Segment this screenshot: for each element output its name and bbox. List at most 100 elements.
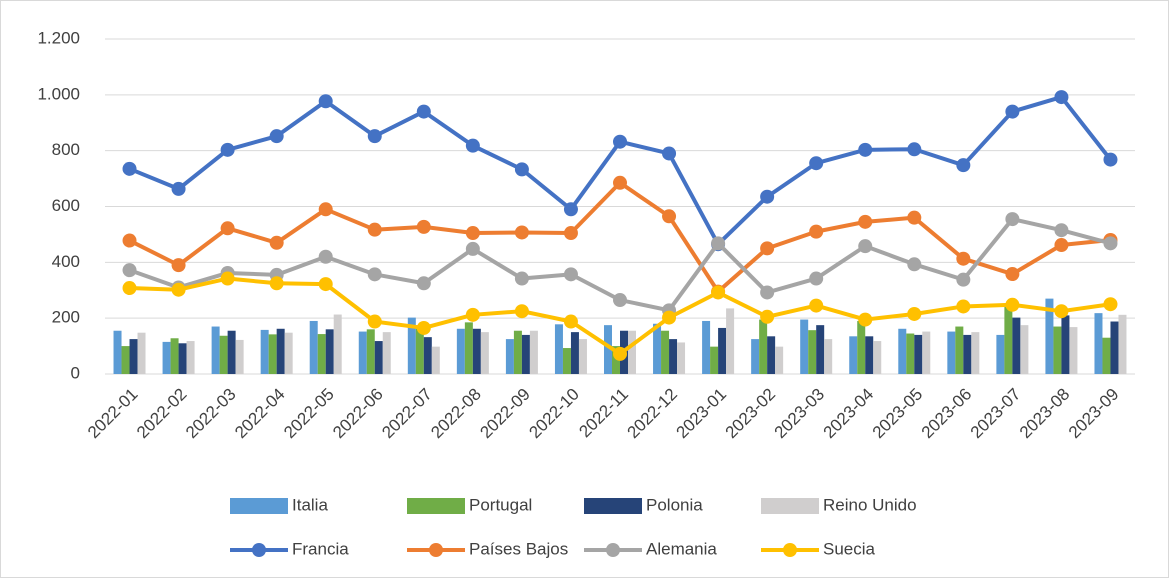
marker <box>318 202 333 217</box>
bar <box>1094 313 1103 374</box>
marker <box>122 263 137 278</box>
bar <box>472 328 481 374</box>
bar <box>513 330 522 374</box>
marker <box>613 134 627 149</box>
marker <box>858 214 873 229</box>
marker <box>318 94 333 109</box>
bar <box>284 332 293 374</box>
bar <box>898 328 907 374</box>
marker <box>122 281 137 296</box>
bar <box>963 334 972 374</box>
bar <box>309 320 318 374</box>
bar <box>702 320 711 374</box>
bar <box>415 326 424 374</box>
marker <box>171 181 186 196</box>
bar <box>1061 315 1070 374</box>
marker <box>613 293 627 308</box>
bar <box>1004 304 1013 374</box>
bar <box>1118 314 1127 374</box>
bar <box>235 339 244 374</box>
bar <box>317 334 326 374</box>
bar <box>604 325 612 374</box>
bar <box>653 323 662 374</box>
bar <box>480 332 489 374</box>
bar <box>137 332 146 374</box>
marker <box>514 271 529 286</box>
bar <box>431 346 440 374</box>
y-tick-label: 400 <box>52 252 80 271</box>
legend-label: Polonia <box>646 495 703 514</box>
marker <box>269 276 284 291</box>
marker <box>858 239 873 254</box>
marker <box>809 271 824 286</box>
marker <box>858 142 873 157</box>
bar <box>906 333 915 374</box>
marker <box>563 226 578 241</box>
marker <box>956 299 971 314</box>
bar <box>1012 317 1021 374</box>
bar <box>759 319 768 374</box>
legend-label: Suecia <box>823 539 876 558</box>
marker <box>269 235 284 250</box>
marker <box>416 104 431 119</box>
bar <box>996 334 1005 374</box>
bar <box>170 338 179 374</box>
marker <box>858 312 873 327</box>
marker <box>907 142 922 157</box>
bar <box>669 339 678 374</box>
marker <box>956 158 971 173</box>
marker <box>1005 212 1020 227</box>
bar <box>1102 337 1111 374</box>
bar <box>816 325 825 374</box>
bar <box>113 330 122 374</box>
marker <box>318 277 333 292</box>
marker <box>514 162 529 177</box>
bar <box>767 336 776 374</box>
marker <box>367 222 382 237</box>
bar <box>710 346 719 374</box>
legend-swatch <box>584 498 642 514</box>
legend-label: Portugal <box>469 495 532 514</box>
legend-marker <box>783 543 797 557</box>
bar <box>178 343 187 374</box>
bar <box>186 341 195 374</box>
marker <box>760 189 775 204</box>
bar <box>718 327 727 374</box>
marker <box>122 161 137 176</box>
marker <box>1054 304 1069 319</box>
bar <box>219 335 228 374</box>
marker <box>809 298 824 313</box>
bar <box>612 346 620 374</box>
legend-label: Italia <box>292 495 328 514</box>
bar <box>260 329 269 374</box>
legend-marker <box>429 543 443 557</box>
bar <box>726 308 735 374</box>
legend-label: Francia <box>292 539 349 558</box>
bar <box>1069 327 1078 374</box>
bar <box>914 334 923 374</box>
marker <box>465 307 480 322</box>
bar <box>374 341 383 374</box>
marker <box>367 314 382 329</box>
marker <box>563 314 578 329</box>
legend-label: Reino Unido <box>823 495 917 514</box>
bar <box>456 328 465 374</box>
marker <box>465 241 480 256</box>
marker <box>809 156 824 171</box>
marker <box>662 310 677 325</box>
bar <box>162 341 171 374</box>
marker <box>1103 297 1118 312</box>
marker <box>613 175 627 190</box>
marker <box>416 219 431 234</box>
marker <box>318 249 333 264</box>
bar <box>570 332 579 374</box>
bar <box>529 330 538 374</box>
bar <box>1020 325 1029 374</box>
y-tick-label: 0 <box>71 363 80 382</box>
bar <box>325 329 334 374</box>
legend-marker <box>252 543 266 557</box>
bar <box>211 326 220 374</box>
legend-label: Alemania <box>646 539 717 558</box>
y-tick-label: 1.000 <box>37 84 80 103</box>
marker <box>662 146 677 161</box>
